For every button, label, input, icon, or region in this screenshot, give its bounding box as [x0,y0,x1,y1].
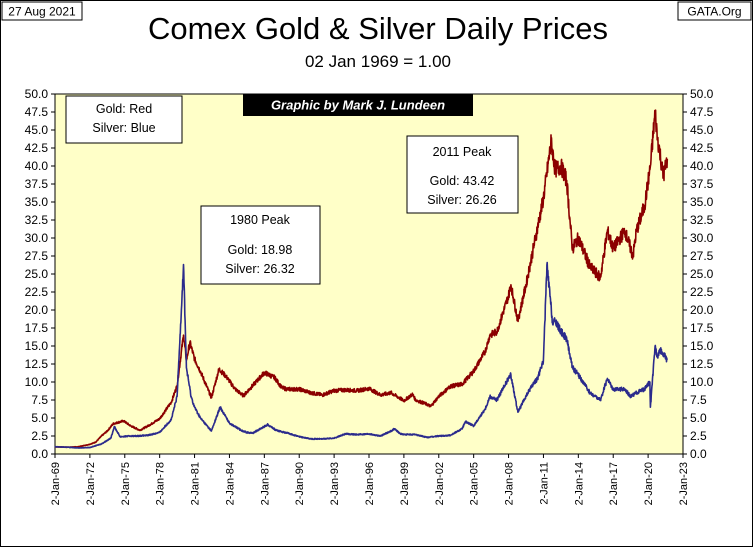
y-tick-label-left: 20.0 [25,303,49,317]
y-tick-label-left: 7.5 [31,393,48,407]
x-tick-label: 2-Jan-99 [399,462,411,505]
peak-2011-title: 2011 Peak [433,145,493,159]
y-tick-label-right: 7.5 [690,393,707,407]
x-tick-label: 2-Jan-02 [434,462,446,505]
y-tick-label-left: 10.0 [25,375,49,389]
y-tick-label-left: 0.0 [31,447,48,461]
y-tick-label-right: 37.5 [690,177,714,191]
date-box [1,1,83,21]
x-tick-label: 2-Jan-87 [259,462,271,505]
x-axis: 2-Jan-69 2-Jan-72 2-Jan-75 2-Jan-78 2-Jan-81… [50,454,690,505]
y-tick-label-right: 32.5 [690,213,714,227]
plot-area [54,93,684,455]
y-tick-label-left: 27.5 [25,249,49,263]
peak-2011-box [406,135,519,214]
y-tick-label-right: 0.0 [690,447,707,461]
legend-box [65,95,183,144]
x-tick-label: 2-Jan-96 [364,462,376,505]
credit-label: Graphic by Mark J. Lundeen [271,98,445,113]
x-tick-label: 2-Jan-78 [155,462,167,505]
y-axis-right: 0.0 2.5 5.0 7.5 10.0 12.5 15.0 17.5 20.0 22.5 25.0… [683,87,714,461]
peak-1980-title: 1980 Peak [230,213,291,227]
y-tick-label-left: 30.0 [25,231,49,245]
y-tick-label-right: 45.0 [690,123,714,137]
date-label: 27 Aug 2021 [8,5,76,19]
y-tick-label-right: 22.5 [690,285,714,299]
x-tick-label: 2-Jan-14 [573,462,585,505]
x-tick-label: 2-Jan-08 [504,462,516,505]
y-tick-label-right: 12.5 [690,357,714,371]
peak-1980-gold: Gold: 18.98 [228,243,293,257]
legend-silver-label: Silver: Blue [92,121,155,135]
chart-subtitle: 02 Jan 1969 = 1.00 [305,52,451,71]
x-tick-label: 2-Jan-05 [469,462,481,505]
y-tick-label-right: 27.5 [690,249,714,263]
y-tick-label-left: 42.5 [25,141,49,155]
y-tick-label-left: 15.0 [25,339,49,353]
x-tick-label: 2-Jan-20 [643,462,655,505]
x-tick-label: 2-Jan-75 [120,462,132,505]
chart-title: Comex Gold & Silver Daily Prices [148,11,608,46]
y-tick-label-right: 25.0 [690,267,714,281]
x-tick-label: 2-Jan-72 [85,462,97,505]
y-axis-left: 0.0 2.5 5.0 7.5 10.0 12.5 15.0 17.5 20.0 22.5 25.0… [25,87,55,461]
peak-1980-box [200,205,321,285]
legend-gold-label: Gold: Red [96,102,152,116]
y-tick-label-right: 10.0 [690,375,714,389]
y-tick-label-right: 47.5 [690,105,714,119]
series-layer [54,109,669,449]
peak-2011-gold: Gold: 43.42 [430,174,495,188]
y-tick-label-right: 5.0 [690,411,707,425]
y-tick-label-right: 42.5 [690,141,714,155]
y-tick-label-right: 20.0 [690,303,714,317]
y-tick-label-right: 30.0 [690,231,714,245]
peak-1980-silver: Silver: 26.32 [225,262,295,276]
y-tick-label-left: 2.5 [31,429,48,443]
x-tick-label: 2-Jan-23 [678,462,690,505]
y-tick-label-left: 47.5 [25,105,49,119]
series-line-silver [54,261,668,449]
y-tick-label-right: 2.5 [690,429,707,443]
y-tick-label-left: 45.0 [25,123,49,137]
y-tick-label-left: 12.5 [25,357,49,371]
peak-2011-silver: Silver: 26.26 [427,193,497,207]
x-tick-label: 2-Jan-11 [538,462,550,505]
y-tick-label-left: 50.0 [25,87,49,101]
y-tick-label-right: 15.0 [690,339,714,353]
source-box [677,1,752,21]
credit-box [243,94,473,116]
y-tick-label-left: 40.0 [25,159,49,173]
y-tick-label-left: 5.0 [31,411,48,425]
series-line-gold [54,109,669,449]
y-tick-label-left: 35.0 [25,195,49,209]
y-tick-label-left: 25.0 [25,267,49,281]
y-tick-label-right: 50.0 [690,87,714,101]
y-tick-label-left: 17.5 [25,321,49,335]
y-tick-label-left: 37.5 [25,177,49,191]
x-tick-label: 2-Jan-81 [190,462,202,505]
y-tick-label-right: 17.5 [690,321,714,335]
y-tick-label-left: 22.5 [25,285,49,299]
y-tick-label-left: 32.5 [25,213,49,227]
y-tick-label-right: 40.0 [690,159,714,173]
x-tick-label: 2-Jan-90 [294,462,306,505]
x-tick-label: 2-Jan-17 [608,462,620,505]
y-tick-label-right: 35.0 [690,195,714,209]
x-tick-label: 2-Jan-93 [329,462,341,505]
x-tick-label: 2-Jan-84 [224,462,236,505]
x-tick-label: 2-Jan-69 [50,462,62,505]
source-label: GATA.Org [687,5,741,19]
